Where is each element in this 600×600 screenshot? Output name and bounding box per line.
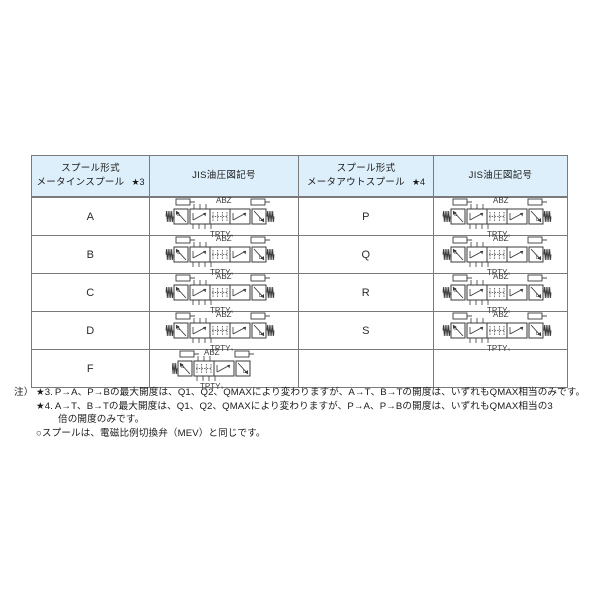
notes-body: ★3. P→A、P→Bの最大開度は、Q1、Q2、QMAXにより変わりますが、A→… bbox=[36, 386, 594, 440]
valve-symbol-diagram: ABZ TPTY1 a b bbox=[150, 311, 298, 351]
svg-text:TPTY1: TPTY1 bbox=[210, 344, 234, 351]
svg-text:b: b bbox=[259, 331, 262, 337]
valve-symbol-diagram: ABZ TPTY1 a b bbox=[434, 197, 567, 237]
spool-code-meter-in: B bbox=[31, 235, 150, 274]
valve-symbol-diagram: ABZ TPTY1 a b bbox=[434, 235, 567, 275]
svg-text:TPTY1: TPTY1 bbox=[487, 306, 511, 313]
table-row: A ABZ TPTY1 a b P ABZ TPTY1 a b bbox=[31, 196, 568, 237]
svg-text:a: a bbox=[177, 250, 180, 256]
svg-text:b: b bbox=[536, 293, 539, 299]
jis-symbol-meter-in: ABZ TPTY1 a b bbox=[149, 311, 299, 351]
header-jis-symbol-left-label: JIS油圧図記号 bbox=[192, 170, 256, 182]
spool-code-meter-out: P bbox=[298, 196, 434, 236]
svg-text:b: b bbox=[536, 217, 539, 223]
note-text: A→T、B→Tの最大開度は、Q1、Q2、QMAXにより変わりますが、P→A、P→… bbox=[54, 400, 553, 412]
svg-text:TPTY1: TPTY1 bbox=[200, 382, 224, 389]
valve-symbol-diagram: ABZ TPTY1 a b bbox=[434, 273, 567, 313]
svg-text:a: a bbox=[454, 212, 457, 218]
header-meter-out-star: ★4 bbox=[411, 177, 426, 187]
header-meter-in-line1: スプール形式 bbox=[61, 163, 120, 175]
svg-text:a: a bbox=[177, 212, 180, 218]
note-mark: ★4. bbox=[36, 400, 53, 412]
valve-symbol-diagram: ABZ TPTY1 a b bbox=[150, 197, 298, 237]
valve-symbol-diagram: ABZ TPTY1 a b bbox=[150, 235, 298, 275]
svg-text:b: b bbox=[536, 255, 539, 261]
svg-text:ABZ: ABZ bbox=[216, 235, 232, 243]
header-meter-out-spool: スプール形式 メータアウトスプール ★4 bbox=[298, 155, 434, 198]
svg-text:b: b bbox=[259, 217, 262, 223]
header-jis-symbol-right: JIS油圧図記号 bbox=[433, 155, 568, 198]
header-meter-in-star: ★3 bbox=[131, 177, 145, 187]
svg-text:b: b bbox=[259, 255, 262, 261]
spool-code-meter-out: R bbox=[298, 273, 434, 312]
note-text: P→A、P→Bの最大開度は、Q1、Q2、QMAXにより変わりますが、A→T、B→… bbox=[54, 387, 586, 398]
svg-text:ABZ: ABZ bbox=[493, 235, 509, 243]
svg-text:ABZ: ABZ bbox=[493, 311, 509, 319]
spool-code-meter-out bbox=[298, 349, 434, 388]
jis-symbol-meter-in: ABZ TPTY1 a b bbox=[149, 349, 299, 389]
table-row: D ABZ TPTY1 a b S ABZ TPTY1 a b bbox=[31, 311, 568, 351]
jis-symbol-meter-out: ABZ TPTY1 a b bbox=[433, 273, 568, 313]
jis-symbol-meter-out: ABZ TPTY1 a b bbox=[433, 197, 568, 237]
spool-code-meter-in: D bbox=[31, 311, 150, 350]
spool-type-table: スプール形式 メータインスプール ★3 JIS油圧図記号 スプール形式 メータアウ… bbox=[31, 155, 568, 389]
svg-text:a: a bbox=[177, 288, 180, 294]
note-item: ★3. P→A、P→Bの最大開度は、Q1、Q2、QMAXにより変わりますが、A→… bbox=[36, 386, 594, 400]
jis-symbol-meter-in: ABZ TPTY1 a b bbox=[149, 273, 299, 313]
svg-text:TPTY1: TPTY1 bbox=[487, 344, 511, 351]
table-header-row: スプール形式 メータインスプール ★3 JIS油圧図記号 スプール形式 メータアウ… bbox=[31, 155, 568, 198]
jis-symbol-meter-out: ABZ TPTY1 a b bbox=[433, 235, 568, 275]
svg-text:a: a bbox=[454, 250, 457, 256]
jis-symbol-meter-out: ABZ TPTY1 a b bbox=[433, 311, 568, 351]
svg-text:TPTY1: TPTY1 bbox=[487, 230, 511, 237]
svg-text:TPTY1: TPTY1 bbox=[210, 306, 234, 313]
header-meter-in-spool: スプール形式 メータインスプール ★3 bbox=[31, 155, 150, 198]
svg-text:b: b bbox=[536, 331, 539, 337]
svg-text:b: b bbox=[259, 293, 262, 299]
note-mark: ★3. bbox=[36, 387, 53, 398]
svg-text:ABZ: ABZ bbox=[204, 349, 220, 357]
valve-symbol-diagram: ABZ TPTY1 a b bbox=[150, 349, 298, 389]
svg-text:ABZ: ABZ bbox=[216, 197, 232, 205]
table-header: スプール形式 メータインスプール ★3 JIS油圧図記号 スプール形式 メータアウ… bbox=[31, 155, 568, 198]
header-jis-symbol-right-label: JIS油圧図記号 bbox=[468, 170, 533, 182]
table-body: A ABZTPTY1ab P ABZTPTY1ab B ABZTPTY1ab Q… bbox=[31, 196, 568, 389]
jis-symbol-meter-in: ABZ TPTY1 a b bbox=[149, 197, 299, 237]
header-meter-out-line2: メータアウトスプール ★4 bbox=[306, 177, 426, 188]
notes-row: 注） ★3. P→A、P→Bの最大開度は、Q1、Q2、QMAXにより変わりますが… bbox=[14, 386, 594, 440]
svg-text:a: a bbox=[454, 288, 457, 294]
header-meter-out-line1: スプール形式 bbox=[336, 163, 396, 175]
table-row: F ABZ TPTY1 a b bbox=[31, 349, 568, 389]
note-item: ★4. A→T、B→Tの最大開度は、Q1、Q2、QMAXにより変わりますが、P→… bbox=[36, 400, 594, 414]
svg-text:a: a bbox=[177, 326, 180, 332]
jis-symbol-meter-out-empty bbox=[433, 349, 568, 388]
spool-code-meter-in: C bbox=[31, 273, 150, 312]
notes-label: 注） bbox=[14, 387, 34, 398]
table-row: B ABZ TPTY1 a b Q ABZ TPTY1 a b bbox=[31, 235, 568, 275]
svg-text:TPTY1: TPTY1 bbox=[210, 268, 234, 275]
spool-code-meter-out: Q bbox=[298, 235, 434, 274]
svg-text:ABZ: ABZ bbox=[216, 273, 232, 281]
svg-text:a: a bbox=[181, 364, 184, 370]
spool-code-meter-out: S bbox=[298, 311, 434, 350]
table-row: C ABZ TPTY1 a b R ABZ TPTY1 a b bbox=[31, 273, 568, 313]
svg-text:ABZ: ABZ bbox=[493, 197, 509, 205]
svg-text:b: b bbox=[243, 369, 246, 375]
note-continuation: 倍の開度のみです。 bbox=[58, 414, 145, 426]
header-meter-in-line2: メータインスプール ★3 bbox=[36, 177, 145, 188]
spool-code-meter-in: A bbox=[31, 196, 150, 236]
header-jis-symbol-left: JIS油圧図記号 bbox=[149, 155, 299, 198]
notes-block: 注） ★3. P→A、P→Bの最大開度は、Q1、Q2、QMAXにより変わりますが… bbox=[14, 386, 594, 440]
spool-code-meter-in: F bbox=[31, 349, 150, 388]
note-item-spool: ○スプールは、電磁比例切換弁（MEV）と同じです。 bbox=[36, 427, 266, 439]
svg-text:TPTY1: TPTY1 bbox=[210, 230, 234, 237]
svg-text:ABZ: ABZ bbox=[493, 273, 509, 281]
valve-symbol-diagram: ABZ TPTY1 a b bbox=[434, 311, 567, 351]
svg-text:TPTY1: TPTY1 bbox=[487, 268, 511, 275]
valve-symbol-diagram: ABZ TPTY1 a b bbox=[150, 273, 298, 313]
jis-symbol-meter-in: ABZ TPTY1 a b bbox=[149, 235, 299, 275]
svg-text:a: a bbox=[454, 326, 457, 332]
svg-text:ABZ: ABZ bbox=[216, 311, 232, 319]
